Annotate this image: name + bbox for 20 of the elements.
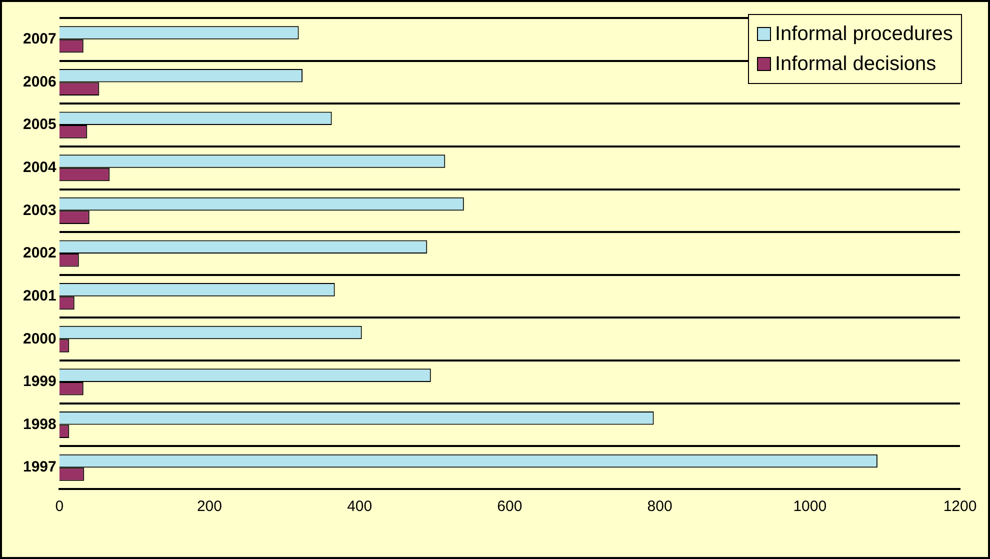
x-tick-label: 800 — [647, 498, 672, 516]
y-tick-label: 1997 — [22, 458, 56, 476]
y-tick-label: 2006 — [22, 73, 56, 90]
y-tick-label: 2003 — [22, 202, 56, 219]
y-tick-label: 1998 — [22, 416, 56, 433]
y-tick-label: 2004 — [22, 159, 58, 176]
y-tick-label: 2005 — [22, 116, 56, 134]
x-tick-label: 1000 — [793, 498, 827, 516]
x-tick-label: 400 — [347, 498, 372, 516]
x-tick-label: 0 — [55, 498, 64, 516]
y-tick-label: 2007 — [22, 30, 56, 48]
x-tick-label: 1200 — [943, 498, 977, 516]
y-tick-label: 1999 — [22, 373, 56, 390]
x-tick-label: 600 — [497, 498, 522, 516]
legend-label: Informal decisions — [775, 52, 936, 77]
x-tick-label: 200 — [196, 498, 222, 516]
y-tick-label: 2002 — [22, 244, 56, 262]
y-tick-label: 2001 — [22, 287, 56, 304]
y-tick-label: 2000 — [22, 330, 56, 348]
legend-label: Informal procedures — [775, 22, 953, 47]
